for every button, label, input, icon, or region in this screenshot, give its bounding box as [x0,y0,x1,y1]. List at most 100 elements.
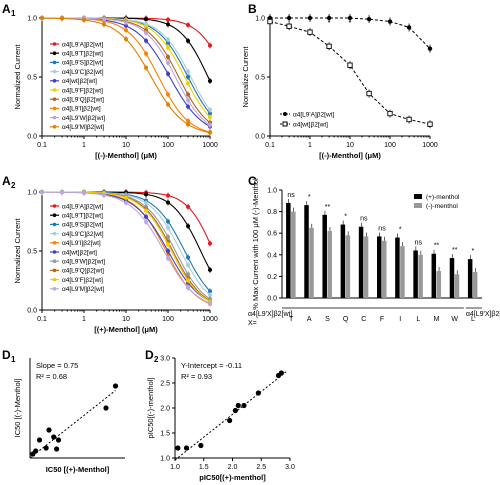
panel-label-d1-sub: 1 [11,355,16,364]
data-point [112,383,119,389]
y-axis-label: Normalized Current [13,44,22,110]
data-point [232,407,238,414]
x-tick-label: 100 [162,316,174,323]
category-label: T [289,316,294,323]
data-point [208,79,212,84]
x-axis-label: [(-)-Menthol] (μM) [95,151,157,160]
legend-swatch [414,194,422,199]
series-line [269,21,431,125]
data-point [102,193,107,198]
data-point [103,405,109,411]
significance-star: * [328,18,331,27]
y-axis-label: Normalize Current [241,46,250,108]
legend-marker [282,121,288,127]
bar [345,235,351,298]
y-tick-label: 0.4 [267,252,277,259]
data-point [144,17,149,22]
data-point [144,208,149,213]
y-tick-label: 0.0 [267,296,277,303]
legend-marker [52,88,57,92]
x-tick-label: 1000 [422,142,438,149]
chart-a1: 0.1 1 10 100 1000 0.0 0.5 1.0 [(-)-Menthol] (μM)… [13,15,218,160]
x-tick-label: 0.1 [37,316,47,323]
x-axis-label: IC50 [(+)-Menthol] [46,465,110,474]
legend-label: α4[L9'C]β2[wt] [62,69,104,76]
bar [377,236,382,298]
y-axis-label: IC50 [(-)-Menthol] [13,379,22,438]
significance-label: * [399,227,402,234]
panel-label-b: B [248,2,257,16]
data-point [144,65,149,70]
data-point [144,214,149,219]
data-point [347,62,353,68]
legend-label: α4[L9'A]β2[wt] [62,203,103,210]
significance-label: ** [434,243,440,250]
x-tick-label: 10 [346,142,354,149]
data-point [186,119,191,124]
panel-label-d2-sub: 2 [154,355,159,364]
x-tick-label: 3.0 [285,464,295,471]
bar [400,246,405,298]
legend-label: α4[L9'I]β2[wt] [62,106,101,113]
data-point [241,402,247,409]
category-label: I [399,316,401,323]
bar [304,205,309,298]
legend-marker [52,79,57,83]
legend-marker [52,51,57,55]
y-tick-label: 0.5 [27,75,37,82]
data-point [124,195,128,200]
legend-label: α4[L9'C]β2[wt] [62,231,104,238]
y-axis-label: pIC50[(-)-menthol] [146,378,155,439]
bar [472,272,478,298]
data-point [186,69,191,74]
legend-label: α4[L9'W]β2[wt] [62,115,105,122]
legend-label: α4[L9'A]β2[wt] [293,112,334,119]
significance-label: ns [287,192,295,199]
data-point [55,437,62,443]
bar [322,214,327,298]
y-tick-label: 1.0 [160,456,170,463]
panel-label-c: C [248,174,257,188]
y-tick-label: 0.0 [27,308,37,315]
data-point [208,289,212,294]
y-tick-label: 0.5 [27,249,37,256]
data-point [166,17,170,22]
data-point [186,23,191,28]
data-point [166,45,170,50]
legend-marker [52,241,57,245]
legend-label: α4[wt]β2[wt] [62,249,97,256]
data-point [347,15,353,21]
data-point [186,263,191,268]
chart-d2: 1.0 1.5 2.0 2.5 3.0 1.0 1.5 2.0 2.5 3.0 pIC50[(+)-… [146,356,295,483]
data-point [166,219,170,224]
data-point [102,22,107,27]
legend-swatch [414,203,422,208]
y-tick-label: 3.0 [160,356,170,363]
significance-label: ** [325,204,331,211]
data-point [278,370,284,376]
data-point [406,116,412,123]
data-point [307,29,313,35]
bar [340,224,346,298]
data-point [144,51,149,56]
legend-marker [52,231,57,236]
panel-label-a2: A [2,174,11,188]
y-tick-label: 0.8 [267,209,277,216]
y-tick-label: 0.2 [267,274,277,281]
panel-label-d2: D [145,348,154,362]
chart-a2: 0.1 1 10 100 1000 0.0 0.5 1.0 [(+)-Menthol] (μM)… [13,189,218,334]
data-point [286,15,292,21]
x-tick-label: 2.0 [228,464,238,471]
x-tick-label: 0.1 [37,142,47,149]
data-point [267,18,273,25]
legend-marker [52,204,57,208]
data-point [186,224,191,229]
data-point [124,37,128,42]
x-tick-label: 1 [82,316,86,323]
bar [431,253,437,298]
data-point [255,390,261,396]
legend-label: α4[wt]β2[wt] [293,122,328,129]
fit-line [29,390,116,459]
bar [449,258,455,298]
category-label: F [380,316,384,323]
